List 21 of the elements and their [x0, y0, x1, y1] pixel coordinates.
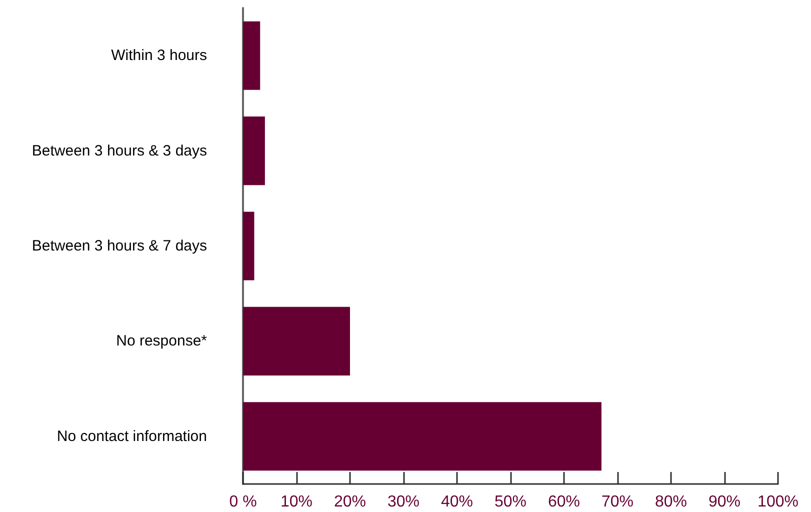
y-tick-label: Between 3 hours & 3 days: [32, 142, 207, 160]
x-tick-label: 30%: [387, 494, 420, 510]
x-tick-label: 80%: [654, 494, 688, 510]
x-tick-label: 10%: [280, 494, 313, 510]
bar: [243, 306, 350, 376]
x-tick-label: 50%: [494, 494, 527, 510]
y-tick-label: Between 3 hours & 7 days: [32, 238, 207, 254]
y-tick-label: Within 3 hours: [111, 47, 207, 64]
x-tick-label: 0 %: [229, 494, 257, 510]
x-tick-label: 60%: [548, 494, 580, 510]
x-tick-label: 20%: [334, 494, 366, 510]
x-tick-label: 90%: [708, 494, 741, 510]
bar: [243, 116, 265, 186]
x-tick-label: 40%: [440, 494, 474, 510]
y-tick-label: No contact information: [56, 428, 207, 445]
x-tick-label: 100%: [758, 494, 798, 510]
bar: [243, 212, 254, 280]
y-tick-label: No response*: [116, 332, 208, 350]
bar: [243, 21, 260, 90]
bar: [243, 402, 602, 471]
x-tick-label: 70%: [601, 494, 634, 510]
